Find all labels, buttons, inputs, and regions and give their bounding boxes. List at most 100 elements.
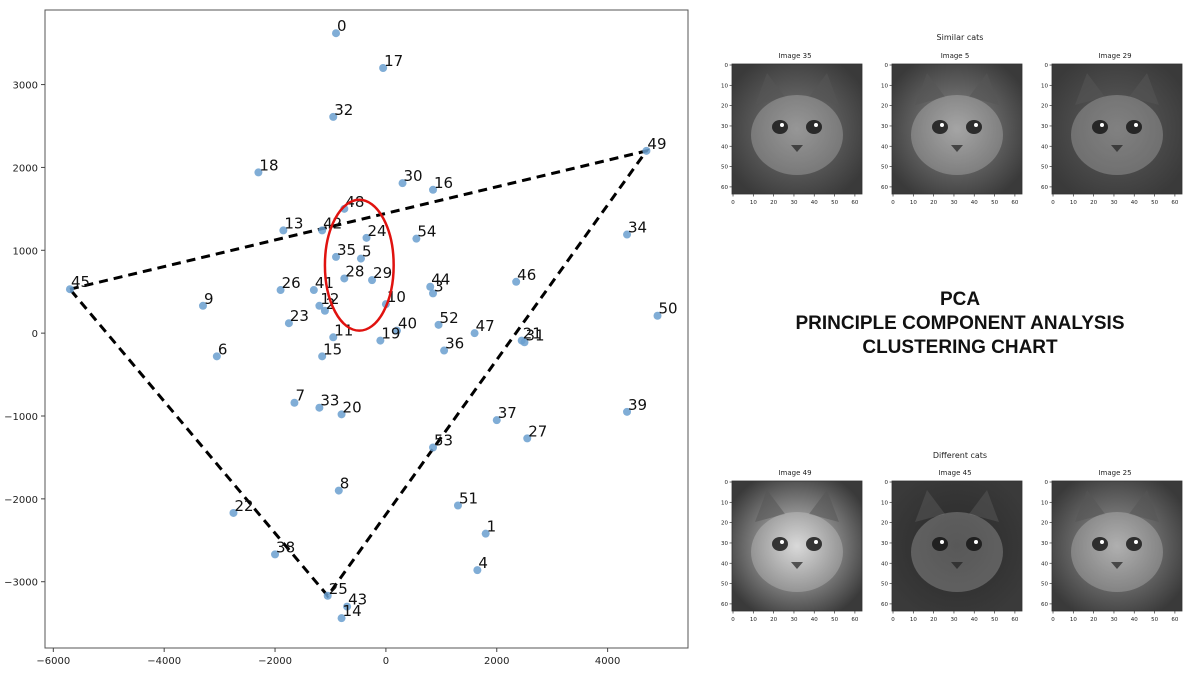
- img-y-tick-label: 40: [721, 144, 728, 150]
- point-label-49: 49: [647, 135, 666, 153]
- y-tick-label: 1000: [13, 246, 38, 257]
- cat-image-plot: 0 10 20 30 40 50 60 0 10 20 30 40 50 60: [1041, 480, 1183, 623]
- scatter-point-54: [412, 234, 421, 243]
- img-y-tick-label: 50: [881, 165, 888, 171]
- img-y-tick-label: 30: [1041, 124, 1048, 130]
- img-y-tick-label: 30: [881, 124, 888, 130]
- scatter-point-18: [254, 168, 263, 177]
- img-y-tick-label: 20: [881, 104, 888, 110]
- img-x-tick-label: 50: [991, 200, 998, 206]
- cat-image-plot: 0 10 20 30 40 50 60 0 10 20 30 40 50 60: [881, 480, 1023, 623]
- point-label-31: 31: [525, 326, 544, 344]
- scatter-point-46: [512, 277, 521, 286]
- img-x-tick-label: 0: [731, 617, 735, 623]
- scatter-point-2: [320, 306, 329, 315]
- point-label-29: 29: [373, 264, 392, 282]
- scatter-point-4: [473, 566, 482, 575]
- img-x-tick-label: 40: [971, 617, 978, 623]
- cat-image-figure: Image 25 0 10 20 30 40 50 60 0 10 20 30 40 50 60: [1030, 469, 1200, 629]
- scatter-point-20: [337, 410, 346, 419]
- similar-cats-heading: Similar cats: [936, 33, 984, 42]
- img-x-tick-label: 30: [1110, 617, 1117, 623]
- point-label-40: 40: [398, 315, 417, 333]
- img-y-tick-label: 10: [1041, 500, 1048, 506]
- cat-image-title: Image 35: [778, 52, 812, 60]
- scatter-point-8: [334, 486, 343, 495]
- cat-face-icon: [911, 73, 1003, 175]
- point-label-53: 53: [434, 431, 453, 449]
- point-label-4: 4: [478, 554, 488, 572]
- point-label-3: 3: [434, 277, 444, 295]
- point-label-18: 18: [259, 156, 278, 174]
- cat-photo: [1051, 63, 1183, 195]
- cat-image-figure: Image 29 0 10 20 30 40 50 60 0 10 20 30 40 50 60: [1030, 52, 1200, 212]
- cat-image-title: Image 49: [778, 469, 812, 477]
- img-x-tick-label: 50: [1151, 200, 1158, 206]
- img-x-tick-label: 20: [770, 617, 777, 623]
- img-x-tick-label: 0: [1051, 617, 1055, 623]
- cat-image-figure: Image 49 0 10 20 30 40 50 60 0 10 20 30 40 50 60: [710, 469, 880, 629]
- point-label-48: 48: [345, 193, 364, 211]
- img-y-tick-label: 50: [881, 582, 888, 588]
- img-x-tick-label: 30: [1110, 200, 1117, 206]
- img-y-tick-label: 40: [881, 561, 888, 567]
- scatter-point-51: [453, 501, 462, 510]
- scatter-point-16: [429, 185, 438, 194]
- scatter-point-34: [623, 230, 632, 239]
- scatter-point-22: [229, 508, 238, 517]
- cluster-highlight-circle: [323, 198, 395, 332]
- img-y-tick-label: 0: [1045, 480, 1049, 486]
- img-x-tick-label: 10: [1070, 617, 1077, 623]
- scatter-point-23: [284, 319, 293, 328]
- img-y-tick-label: 60: [1041, 602, 1048, 608]
- y-tick-label: 3000: [13, 81, 38, 92]
- scatter-point-28: [340, 274, 349, 283]
- point-label-24: 24: [368, 222, 387, 240]
- scatter-point-12: [315, 301, 324, 310]
- img-x-tick-label: 10: [910, 200, 917, 206]
- scatter-point-36: [440, 346, 449, 355]
- point-label-50: 50: [659, 300, 678, 318]
- img-y-tick-label: 50: [721, 165, 728, 171]
- cat-face-icon: [751, 490, 843, 592]
- img-y-tick-label: 30: [881, 541, 888, 547]
- x-tick-label: 4000: [595, 656, 620, 667]
- img-x-tick-label: 50: [831, 617, 838, 623]
- y-tick-label: −1000: [4, 412, 38, 423]
- img-x-tick-label: 60: [1171, 617, 1178, 623]
- point-label-41: 41: [315, 274, 334, 292]
- scatter-point-6: [212, 352, 221, 361]
- img-x-tick-label: 20: [1090, 200, 1097, 206]
- img-y-tick-label: 30: [1041, 541, 1048, 547]
- scatter-point-1: [481, 529, 490, 538]
- img-y-tick-label: 50: [1041, 582, 1048, 588]
- scatter-point-27: [523, 434, 532, 443]
- x-tick-label: −4000: [147, 656, 181, 667]
- cat-image-figure: Image 5 0 10 20 30 40 50 60 0 10 20 30 40 50 60: [870, 52, 1040, 212]
- img-x-tick-label: 20: [930, 200, 937, 206]
- point-label-26: 26: [282, 274, 301, 292]
- img-x-tick-label: 50: [1151, 617, 1158, 623]
- point-label-51: 51: [459, 489, 478, 507]
- img-y-tick-label: 40: [881, 144, 888, 150]
- scatter-point-53: [429, 443, 438, 452]
- img-y-tick-label: 60: [1041, 185, 1048, 191]
- chart-main-title: PCA PRINCIPLE COMPONENT ANALYSIS CLUSTER…: [760, 288, 1160, 360]
- scatter-point-44: [426, 282, 435, 291]
- cat-photo: [1051, 480, 1183, 612]
- point-label-27: 27: [528, 422, 547, 440]
- point-label-8: 8: [340, 475, 350, 493]
- title-line-principle: PRINCIPLE COMPONENT ANALYSIS: [795, 313, 1125, 334]
- img-y-tick-label: 20: [721, 104, 728, 110]
- img-x-tick-label: 40: [1131, 617, 1138, 623]
- point-label-11: 11: [334, 321, 353, 339]
- img-y-tick-label: 60: [721, 602, 728, 608]
- cat-image-plot: 0 10 20 30 40 50 60 0 10 20 30 40 50 60: [881, 63, 1023, 206]
- point-label-52: 52: [440, 309, 459, 327]
- img-x-tick-label: 50: [991, 617, 998, 623]
- cat-face-icon: [911, 490, 1003, 592]
- y-tick-label: 2000: [13, 163, 38, 174]
- point-label-7: 7: [295, 387, 305, 405]
- cat-face-icon: [1071, 490, 1163, 592]
- scatter-point-41: [309, 286, 318, 295]
